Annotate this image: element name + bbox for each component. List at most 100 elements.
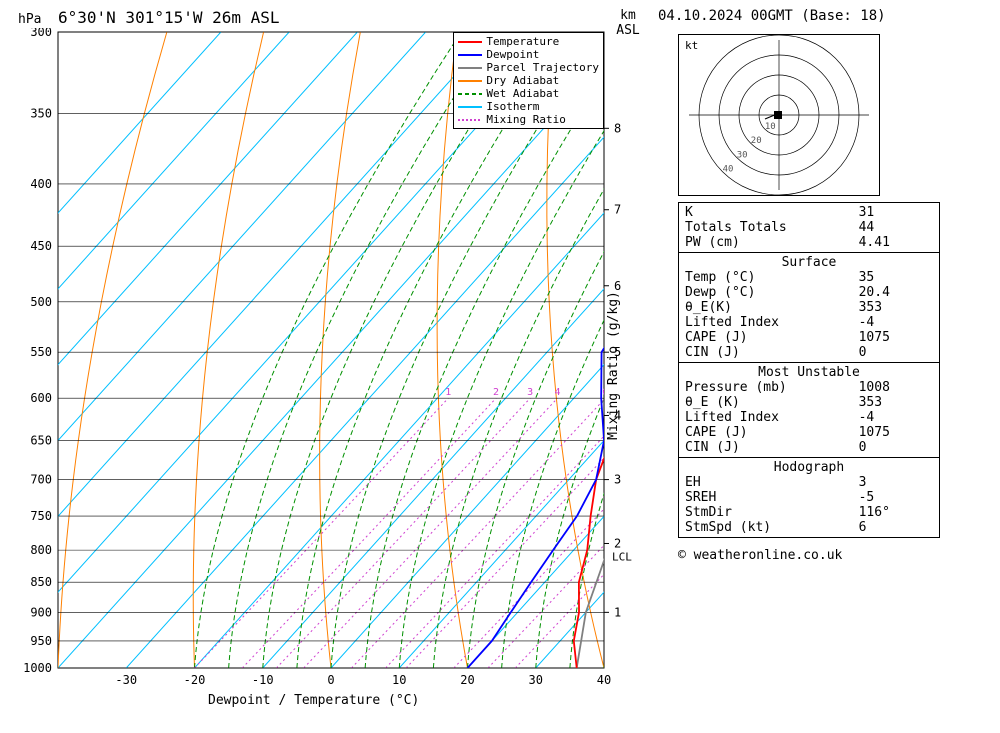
root: hPa 6°30'N 301°15'W 26m ASL kmASL Mixing…	[8, 8, 992, 708]
stat-header: Most Unstable	[679, 365, 939, 380]
copyright: © weatheronline.co.uk	[678, 548, 988, 563]
stat-label: CIN (J)	[685, 345, 859, 360]
legend-item: Wet Adiabat	[458, 87, 599, 100]
svg-text:950: 950	[30, 634, 52, 648]
svg-text:400: 400	[30, 177, 52, 191]
stat-value: 35	[859, 270, 933, 285]
stat-row: Lifted Index -4	[679, 410, 939, 425]
stat-label: Lifted Index	[685, 315, 859, 330]
legend-label: Temperature	[486, 35, 559, 48]
svg-text:1: 1	[614, 605, 621, 619]
stat-row: StmDir 116°	[679, 505, 939, 520]
svg-text:900: 900	[30, 605, 52, 619]
stat-row: θ_E(K) 353	[679, 300, 939, 315]
stat-value: 6	[859, 520, 933, 535]
stat-row: EH 3	[679, 475, 939, 490]
svg-text:750: 750	[30, 509, 52, 523]
stat-value: 353	[859, 300, 933, 315]
svg-text:-20: -20	[184, 673, 206, 687]
svg-text:40: 40	[723, 164, 734, 174]
svg-text:10: 10	[765, 122, 776, 132]
legend-item: Isotherm	[458, 100, 599, 113]
stats-table: K 31 Totals Totals 44 PW (cm) 4.41 Surfac…	[678, 202, 940, 538]
stat-row: Dewp (°C) 20.4	[679, 285, 939, 300]
stat-row: CAPE (J) 1075	[679, 330, 939, 345]
legend-item: Dewpoint	[458, 48, 599, 61]
stat-value: 31	[859, 205, 933, 220]
legend-label: Isotherm	[486, 100, 539, 113]
stat-row: Pressure (mb) 1008	[679, 380, 939, 395]
hodograph-svg: kt10203040	[679, 35, 879, 195]
svg-text:550: 550	[30, 345, 52, 359]
stat-row: PW (cm) 4.41	[679, 235, 939, 250]
x-axis-label: Dewpoint / Temperature (°C)	[208, 693, 419, 708]
stat-label: Lifted Index	[685, 410, 859, 425]
stat-row: θ_E (K) 353	[679, 395, 939, 410]
stat-row: Lifted Index -4	[679, 315, 939, 330]
svg-text:LCL: LCL	[612, 551, 632, 564]
svg-text:20: 20	[751, 136, 762, 146]
stat-value: 3	[859, 475, 933, 490]
svg-text:6: 6	[602, 387, 608, 398]
svg-text:8: 8	[614, 121, 621, 135]
stat-label: Dewp (°C)	[685, 285, 859, 300]
svg-text:450: 450	[30, 239, 52, 253]
legend-item: Mixing Ratio	[458, 113, 599, 126]
svg-text:4: 4	[614, 408, 621, 422]
legend-label: Mixing Ratio	[486, 113, 565, 126]
y-left-label: hPa	[18, 12, 41, 27]
stat-label: EH	[685, 475, 859, 490]
stat-row: CIN (J) 0	[679, 345, 939, 360]
stat-label: θ_E (K)	[685, 395, 859, 410]
legend-item: Dry Adiabat	[458, 74, 599, 87]
stat-row: K 31	[679, 205, 939, 220]
svg-text:-30: -30	[115, 673, 137, 687]
svg-text:2: 2	[614, 536, 621, 550]
stat-label: CAPE (J)	[685, 425, 859, 440]
location-title: 6°30'N 301°15'W 26m ASL	[58, 8, 280, 27]
stat-label: CIN (J)	[685, 440, 859, 455]
stat-value: -4	[859, 315, 933, 330]
stat-row: StmSpd (kt) 6	[679, 520, 939, 535]
svg-text:350: 350	[30, 106, 52, 120]
stat-value: 116°	[859, 505, 933, 520]
stat-label: Totals Totals	[685, 220, 859, 235]
svg-text:0: 0	[327, 673, 334, 687]
stat-value: 353	[859, 395, 933, 410]
stat-label: PW (cm)	[685, 235, 859, 250]
svg-text:30: 30	[529, 673, 543, 687]
stat-value: 4.41	[859, 235, 933, 250]
svg-text:300: 300	[30, 28, 52, 39]
stat-label: Pressure (mb)	[685, 380, 859, 395]
legend-label: Parcel Trajectory	[486, 61, 599, 74]
legend-label: Wet Adiabat	[486, 87, 559, 100]
stat-header: Hodograph	[679, 460, 939, 475]
stat-label: Temp (°C)	[685, 270, 859, 285]
svg-text:600: 600	[30, 391, 52, 405]
svg-text:700: 700	[30, 473, 52, 487]
stat-row: Temp (°C) 35	[679, 270, 939, 285]
svg-text:7: 7	[614, 203, 621, 217]
svg-text:3: 3	[614, 473, 621, 487]
svg-text:kt: kt	[685, 39, 698, 52]
legend: Temperature Dewpoint Parcel Trajectory D…	[453, 32, 604, 129]
stat-row: SREH -5	[679, 490, 939, 505]
stat-value: 0	[859, 440, 933, 455]
svg-text:6: 6	[614, 279, 621, 293]
timestamp-title: 04.10.2024 00GMT (Base: 18)	[658, 8, 988, 24]
stat-label: K	[685, 205, 859, 220]
stat-value: 0	[859, 345, 933, 360]
stat-value: 44	[859, 220, 933, 235]
stat-label: CAPE (J)	[685, 330, 859, 345]
svg-text:-10: -10	[252, 673, 274, 687]
hodograph: kt10203040	[678, 34, 880, 196]
svg-text:5: 5	[614, 345, 621, 359]
svg-text:650: 650	[30, 433, 52, 447]
stat-row: CIN (J) 0	[679, 440, 939, 455]
stat-label: θ_E(K)	[685, 300, 859, 315]
right-panel: 04.10.2024 00GMT (Base: 18) kt 1020 3 0 40 K…	[658, 8, 988, 708]
legend-item: Temperature	[458, 35, 599, 48]
stat-label: StmSpd (kt)	[685, 520, 859, 535]
stat-header: Surface	[679, 255, 939, 270]
stat-label: SREH	[685, 490, 859, 505]
